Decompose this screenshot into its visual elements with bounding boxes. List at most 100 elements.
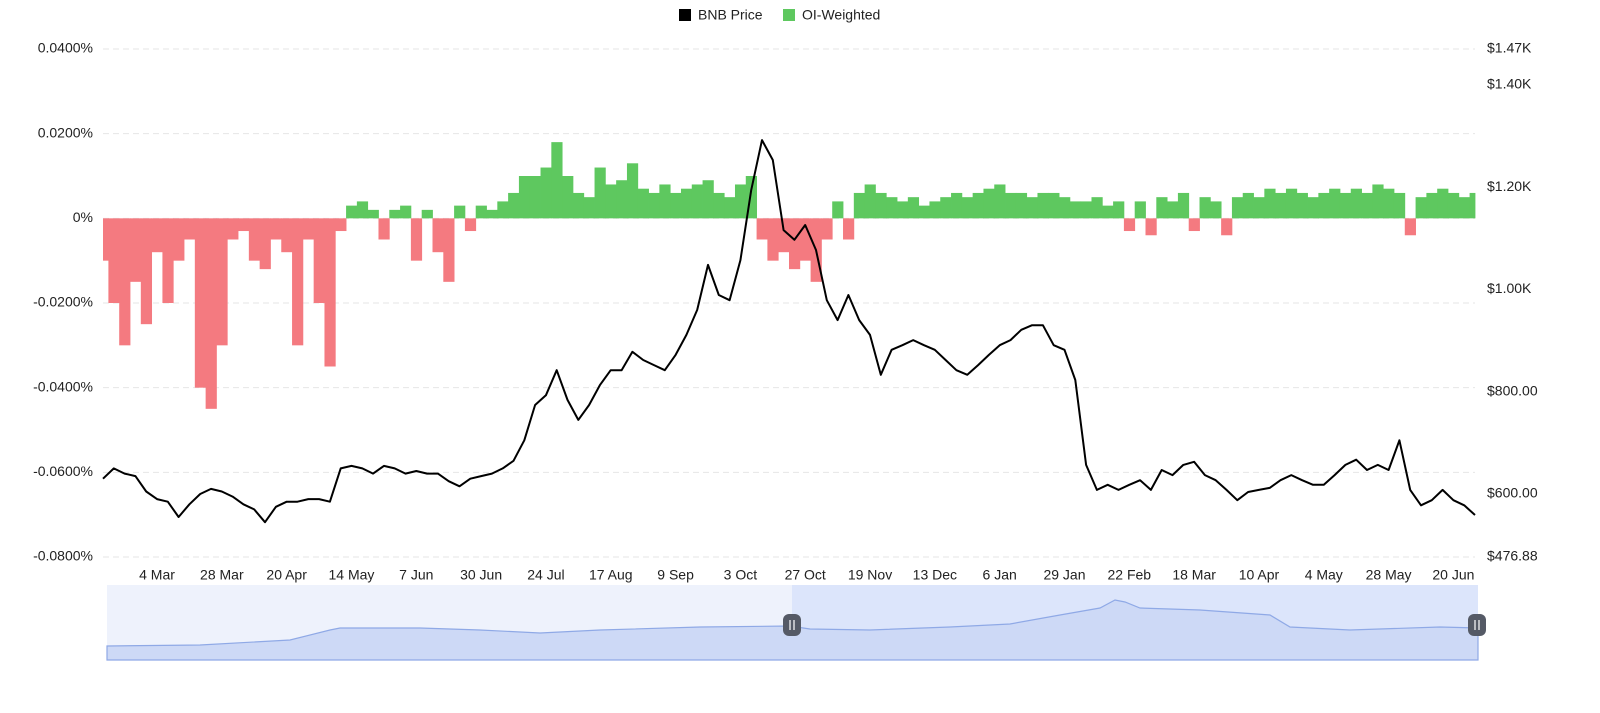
bar: [1329, 188, 1341, 219]
y-tick-label: -0.0400%: [33, 378, 93, 394]
bar: [324, 218, 336, 367]
bar: [680, 188, 693, 219]
y-tick-label: -0.0600%: [33, 463, 93, 479]
bar: [1275, 192, 1287, 219]
bar: [346, 205, 358, 219]
x-tick-label: 14 May: [329, 567, 375, 583]
bar: [940, 197, 952, 219]
bar: [367, 209, 379, 219]
y-tick-label: -0.0200%: [33, 294, 93, 310]
legend-item[interactable]: OI-Weighted: [783, 7, 880, 23]
x-tick-label: 30 Jun: [460, 567, 502, 583]
bar: [103, 218, 109, 261]
bar: [205, 218, 217, 409]
bar: [432, 218, 444, 253]
bar: [259, 218, 271, 270]
x-tick-label: 9 Sep: [657, 567, 694, 583]
bar: [1156, 197, 1168, 219]
bar: [1048, 192, 1060, 219]
legend-label: OI-Weighted: [802, 7, 880, 23]
bar: [1015, 192, 1028, 219]
y2-tick-label: $1.00K: [1487, 280, 1532, 296]
bar: [821, 218, 833, 240]
bar: [659, 184, 671, 219]
bar: [184, 218, 196, 240]
bar: [702, 180, 714, 219]
bar: [1458, 197, 1470, 219]
bar: [1210, 201, 1222, 219]
bar: [1437, 188, 1449, 219]
legend-item[interactable]: BNB Price: [679, 7, 763, 23]
bar: [227, 218, 239, 240]
bar: [562, 176, 574, 219]
x-tick-label: 17 Aug: [589, 567, 633, 583]
x-tick-label: 22 Feb: [1108, 567, 1152, 583]
bar: [767, 218, 779, 261]
bar: [1404, 218, 1416, 236]
x-tick-label: 3 Oct: [724, 567, 758, 583]
bar: [1134, 201, 1146, 219]
bar: [1091, 197, 1103, 219]
bar: [1069, 201, 1082, 219]
bar: [410, 218, 423, 261]
x-tick-label: 13 Dec: [913, 567, 957, 583]
bar: [238, 218, 250, 232]
x-tick-label: 4 Mar: [139, 567, 175, 583]
bar: [1113, 201, 1125, 219]
bar: [270, 218, 282, 240]
navigator-handle-left[interactable]: [783, 614, 801, 636]
bar: [1177, 192, 1190, 219]
bar: [572, 192, 585, 219]
bar: [961, 197, 974, 219]
bar: [875, 192, 887, 219]
bar: [594, 167, 606, 219]
bar: [216, 218, 228, 346]
bar: [1393, 192, 1406, 219]
bar: [734, 184, 747, 219]
bar: [1469, 192, 1476, 219]
bar: [605, 184, 617, 219]
bar: [1361, 192, 1373, 219]
bar: [1285, 188, 1298, 219]
bar: [897, 201, 909, 219]
bar: [886, 197, 898, 219]
y2-tick-label: $1.40K: [1487, 76, 1532, 92]
bar: [551, 142, 563, 219]
bar: [626, 163, 639, 219]
y2-tick-label: $1.20K: [1487, 178, 1532, 194]
navigator[interactable]: [106, 585, 1486, 661]
bar: [464, 218, 477, 232]
bar: [108, 218, 120, 303]
bar: [518, 176, 531, 219]
bar: [832, 201, 844, 219]
legend-swatch: [679, 9, 691, 21]
y-tick-label: 0.0200%: [38, 124, 93, 140]
bar: [281, 218, 293, 253]
bar: [691, 184, 703, 219]
bar: [400, 205, 412, 219]
bar: [486, 209, 498, 219]
bar: [1350, 188, 1362, 219]
bar: [1426, 192, 1438, 219]
bar: [1037, 192, 1049, 219]
bar: [1188, 218, 1200, 232]
bar: [508, 192, 520, 219]
y-tick-label: -0.0800%: [33, 548, 93, 564]
bar: [918, 205, 930, 219]
bar: [356, 201, 369, 219]
y-tick-label: 0.0400%: [38, 40, 93, 56]
bar: [529, 176, 541, 219]
y2-tick-label: $600.00: [1487, 485, 1538, 501]
bar: [929, 201, 941, 219]
x-tick-label: 20 Jun: [1432, 567, 1474, 583]
x-tick-label: 27 Oct: [785, 567, 826, 583]
bar: [648, 192, 660, 219]
legend: BNB Price OI-Weighted: [679, 7, 880, 23]
bar: [313, 218, 325, 303]
bar: [1231, 197, 1244, 219]
bar: [637, 188, 649, 219]
navigator-handle-right[interactable]: [1468, 614, 1486, 636]
x-tick-label: 28 May: [1366, 567, 1412, 583]
bar: [789, 218, 801, 270]
bar: [907, 197, 920, 219]
